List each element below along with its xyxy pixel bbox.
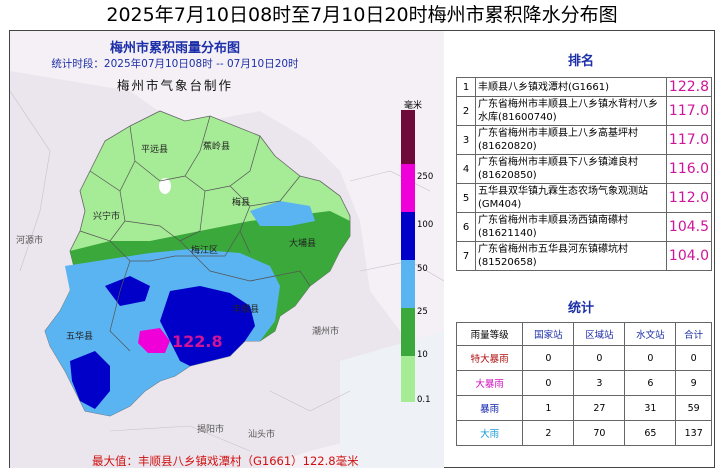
stat-cell: 9 [675, 370, 712, 396]
stat-cell: 137 [675, 420, 712, 446]
max-value-note: 最大值：丰顺县八乡镇戏潭村（G1661）122.8毫米 [92, 454, 359, 468]
table-row: 2 广东省梅州市丰顺县上八乡镇水背村八乡水库(81600740) 117.0 [456, 96, 713, 126]
stat-cell: 0 [675, 345, 712, 371]
station-name: 丰顺县八乡镇戏潭村(G1661) [475, 77, 667, 97]
stat-cell: 0 [522, 345, 575, 371]
rain-level: 特大暴雨 [455, 345, 524, 371]
stat-cell: 65 [624, 420, 677, 446]
stat-cell: 6 [624, 370, 677, 396]
outside-place: 汕头市 [248, 430, 276, 440]
stat-cell: 59 [675, 395, 712, 421]
outside-place: 河源市 [16, 236, 44, 246]
station-name: 广东省梅州市丰顺县汤西镇南礤村(81621140) [475, 212, 667, 242]
stat-cell: 27 [573, 395, 626, 421]
table-row: 6 广东省梅州市丰顺县汤西镇南礤村(81621140) 104.5 [456, 212, 713, 242]
station-name: 广东省梅州市丰顺县上八乡高基坪村(81620820) [475, 125, 667, 155]
column-header: 国家站 [522, 322, 575, 346]
rank-number: 4 [456, 154, 476, 184]
table-row: 大暴雨 0 3 6 9 [455, 370, 712, 396]
max-rain-marker: 122.8 [172, 332, 223, 351]
column-header: 雨量等级 [455, 322, 524, 346]
rain-value: 112.0 [665, 183, 713, 213]
legend-colorbar [401, 110, 415, 402]
stat-cell: 2 [522, 420, 575, 446]
rank-number: 1 [456, 77, 476, 97]
station-name: 广东省梅州市丰顺县下八乡镇滩良村(81620850) [475, 154, 667, 184]
table-row: 1 丰顺县八乡镇戏潭村(G1661) 122.8 [456, 77, 713, 97]
rank-number: 7 [456, 241, 476, 271]
rank-number: 5 [456, 183, 476, 213]
ranking-table: 1 丰顺县八乡镇戏潭村(G1661) 122.8 2 广东省梅州市丰顺县上八乡镇… [456, 77, 713, 271]
stat-cell: 0 [573, 345, 626, 371]
stat-cell: 0 [624, 345, 677, 371]
rain-value: 104.5 [665, 212, 713, 242]
stats-header: 统计 [567, 301, 594, 316]
outside-place: 揭阳市 [197, 425, 225, 435]
legend-tick: 10 [417, 350, 428, 360]
county-label[interactable]: 平远县 [141, 145, 169, 155]
page-title: 2025年7月10日08时至7月10日20时梅州市累积降水分布图 [106, 4, 618, 26]
county-label[interactable]: 梅江区 [191, 246, 219, 256]
rank-number: 6 [456, 212, 476, 242]
station-name: 广东省梅州市丰顺县上八乡镇水背村八乡水库(81600740) [475, 96, 667, 126]
table-row: 5 五华县双华镇九霖生态农场气象观测站(GM404) 112.0 [456, 183, 713, 213]
table-row: 7 广东省梅州市五华县河东镇礤坑村(81520658) 104.0 [456, 241, 713, 271]
legend-tick: 0.1 [417, 395, 431, 405]
rank-number: 3 [456, 125, 476, 155]
legend-tick: 25 [417, 307, 428, 317]
stat-cell: 31 [624, 395, 677, 421]
map-period: 统计时段：2025年07月10日08时 -- 07月10日20时 [51, 58, 299, 70]
map-title: 梅州市累积雨量分布图 [109, 41, 240, 56]
table-row: 特大暴雨 0 0 0 0 [455, 345, 712, 371]
column-header: 水文站 [624, 322, 677, 346]
county-label[interactable]: 兴宁市 [93, 212, 121, 222]
stats-table: 雨量等级 国家站 区域站 水文站 合计 特大暴雨 0 0 0 0 大暴雨 0 3… [455, 322, 712, 446]
table-row: 4 广东省梅州市丰顺县下八乡镇滩良村(81620850) 116.0 [456, 154, 713, 184]
legend-tick: 50 [417, 264, 428, 274]
legend-tick: 250 [417, 172, 434, 182]
map-canvas [10, 31, 444, 468]
rank-number: 2 [456, 96, 476, 126]
map-org: 梅州市气象台制作 [116, 78, 233, 93]
table-header-row: 雨量等级 国家站 区域站 水文站 合计 [455, 322, 712, 346]
table-row: 大雨 2 70 65 137 [455, 420, 712, 446]
stat-cell: 70 [573, 420, 626, 446]
rain-value: 104.0 [665, 241, 713, 271]
table-row: 3 广东省梅州市丰顺县上八乡高基坪村(81620820) 117.0 [456, 125, 713, 155]
rainfall-map[interactable]: 梅州市累积雨量分布图 统计时段：2025年07月10日08时 -- 07月10日… [10, 31, 444, 468]
county-label[interactable]: 梅县 [232, 198, 251, 208]
station-name: 五华县双华镇九霖生态农场气象观测站(GM404) [475, 183, 667, 213]
county-label[interactable]: 丰顺县 [232, 305, 260, 315]
stat-cell: 3 [573, 370, 626, 396]
rain-value: 116.0 [665, 154, 713, 184]
ranking-header: 排名 [567, 54, 594, 69]
rain-value: 117.0 [665, 96, 713, 126]
rain-value: 117.0 [665, 125, 713, 155]
column-header: 合计 [675, 322, 712, 346]
column-header: 区域站 [573, 322, 626, 346]
county-label[interactable]: 蕉岭县 [203, 142, 231, 152]
legend-unit: 毫米 [404, 101, 423, 111]
rain-level: 大雨 [455, 420, 524, 446]
rain-value: 122.8 [665, 77, 713, 97]
county-label[interactable]: 大埔县 [289, 239, 317, 249]
legend-tick: 100 [417, 220, 434, 230]
station-name: 广东省梅州市五华县河东镇礤坑村(81520658) [475, 241, 667, 271]
stat-cell: 0 [522, 370, 575, 396]
rain-level: 暴雨 [455, 395, 524, 421]
rain-level: 大暴雨 [455, 370, 524, 396]
outside-place: 潮州市 [312, 327, 340, 337]
county-label[interactable]: 五华县 [66, 332, 94, 342]
table-row: 暴雨 1 27 31 59 [455, 395, 712, 421]
stat-cell: 1 [522, 395, 575, 421]
